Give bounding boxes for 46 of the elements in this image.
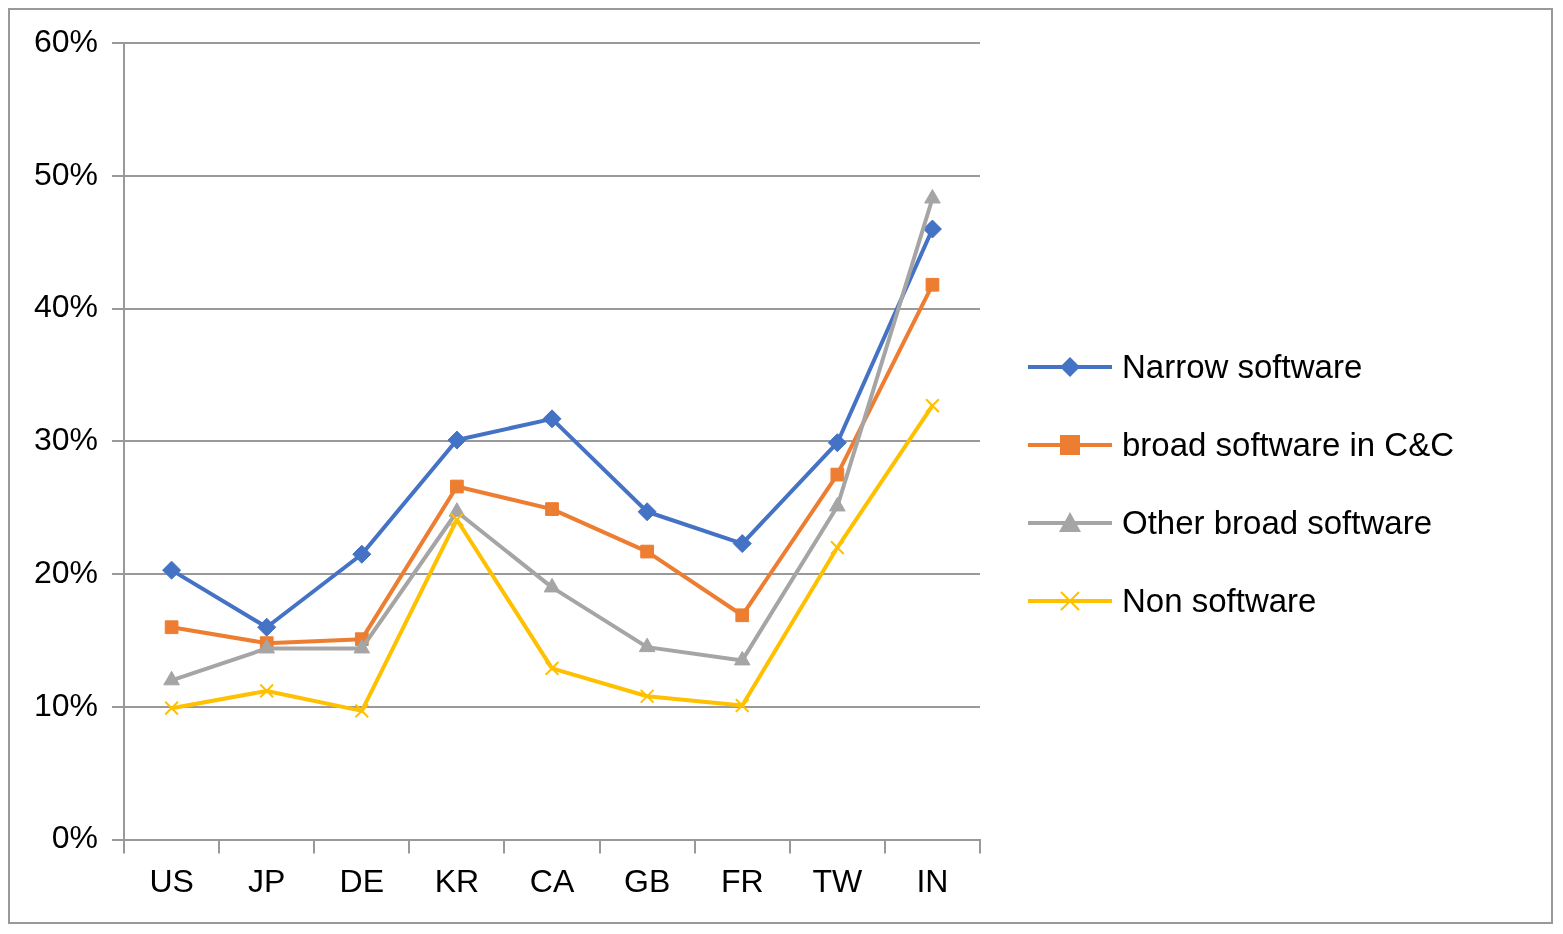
- point: [734, 698, 750, 713]
- legend-label: Narrow software: [1122, 348, 1363, 386]
- x-tick-label: CA: [529, 862, 575, 899]
- y-tick-label: 30%: [34, 421, 99, 458]
- point: [257, 617, 277, 637]
- point: [352, 544, 372, 564]
- point: [450, 479, 464, 494]
- x-tick-label: KR: [434, 862, 480, 899]
- point: [925, 277, 940, 292]
- point: [545, 502, 559, 516]
- point: [732, 534, 752, 554]
- point: [259, 683, 275, 699]
- legend-label: Non software: [1122, 582, 1317, 620]
- x-tick-label: FR: [720, 862, 764, 899]
- point: [544, 661, 560, 676]
- y-tick-label: 10%: [34, 686, 99, 723]
- point: [925, 398, 940, 413]
- x-tick-label: IN: [916, 862, 949, 899]
- y-tick-label: 0%: [51, 819, 99, 856]
- point: [164, 620, 179, 635]
- point: [827, 433, 847, 453]
- point: [829, 540, 845, 555]
- x-tick-label: DE: [339, 862, 385, 899]
- point: [542, 409, 562, 429]
- legend-label: broad software in C&C: [1122, 426, 1454, 464]
- point: [354, 703, 370, 719]
- point: [639, 688, 655, 704]
- point: [637, 502, 657, 522]
- point: [162, 560, 182, 580]
- point: [830, 467, 845, 482]
- x-tick-label: US: [149, 862, 194, 899]
- y-tick-label: 40%: [34, 288, 99, 325]
- x-tick-label: JP: [248, 862, 286, 899]
- point: [449, 512, 465, 528]
- point: [924, 189, 941, 204]
- x-tick-label: TW: [812, 862, 864, 899]
- y-tick-label: 50%: [34, 155, 99, 192]
- point: [922, 219, 942, 239]
- legend-label: Other broad software: [1122, 504, 1432, 542]
- point: [640, 544, 654, 559]
- x-tick-label: GB: [624, 862, 671, 899]
- point: [164, 700, 179, 716]
- point: [735, 608, 750, 623]
- y-tick-label: 20%: [34, 553, 99, 590]
- y-tick-label: 60%: [34, 23, 99, 60]
- point: [447, 430, 467, 450]
